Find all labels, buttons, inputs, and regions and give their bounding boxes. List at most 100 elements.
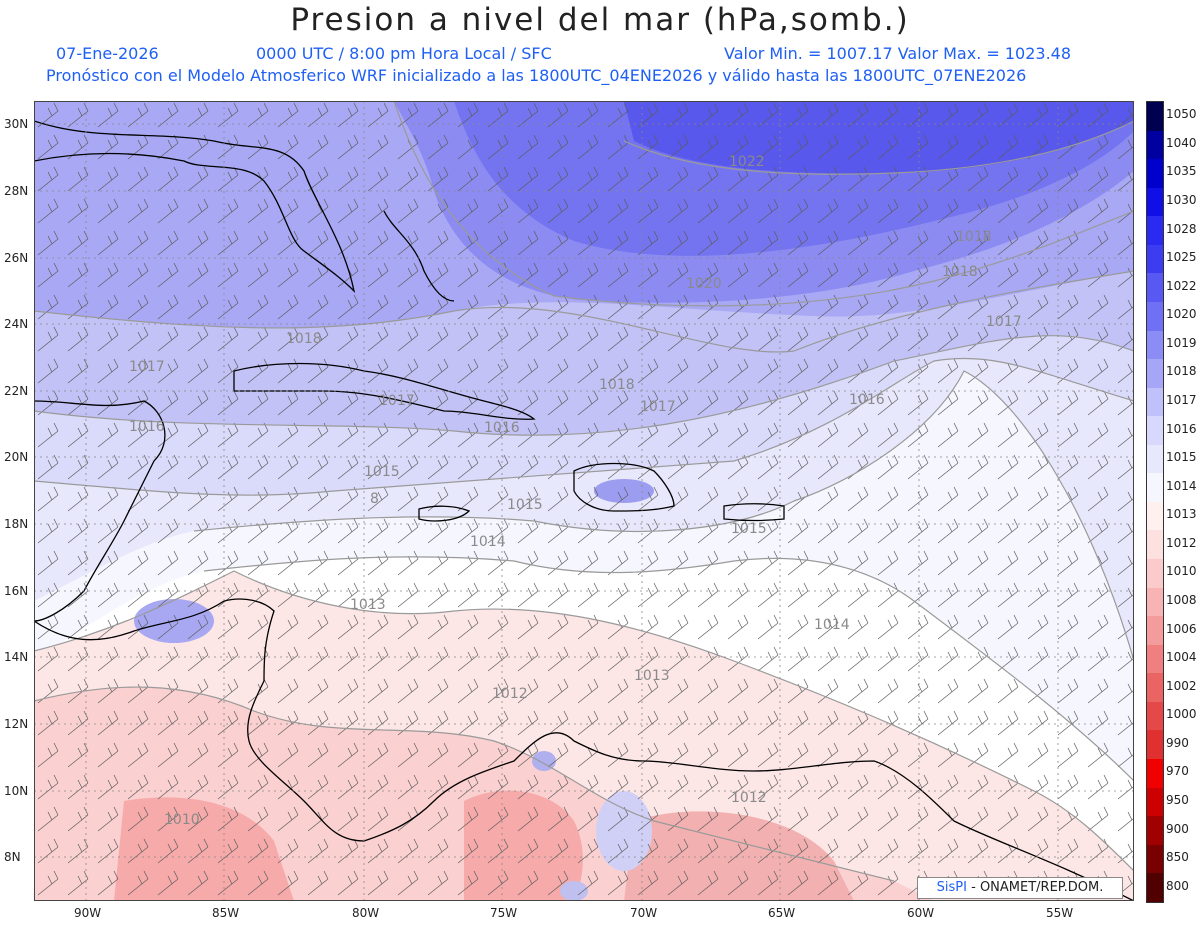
colorbar-label: 1028 — [1166, 221, 1197, 236]
colorbar-swatch — [1147, 530, 1163, 559]
colorbar-label: 800 — [1166, 878, 1189, 893]
lon-label: 70W — [630, 906, 658, 920]
puerto-rico — [723, 503, 785, 522]
contour-label: 1016 — [484, 420, 520, 436]
colorbar-label: 1006 — [1166, 621, 1197, 636]
colorbar-swatch — [1147, 216, 1163, 245]
brand-logo: SisPI — [936, 880, 967, 895]
contour-label: 1014 — [470, 534, 506, 550]
bahamas — [383, 210, 455, 302]
colorbar-swatch — [1147, 559, 1163, 588]
colorbar-swatch — [1147, 816, 1163, 845]
colorbar-label: 1014 — [1166, 478, 1197, 493]
contour-label: 1015 — [364, 464, 400, 480]
lat-label: 22N — [4, 384, 29, 398]
colorbar-swatch — [1147, 616, 1163, 645]
contour-label: 1013 — [634, 668, 670, 684]
lat-label: 30N — [4, 117, 29, 131]
colorbar-label: 1017 — [1166, 393, 1197, 407]
contour-label: 8 — [370, 491, 379, 507]
lat-label: 26N — [4, 251, 29, 265]
colorbar-label: 950 — [1166, 793, 1189, 807]
colorbar-swatch — [1147, 244, 1163, 274]
isobar-1011 — [34, 686, 895, 882]
pressure-map: 1022 1020 1018 1018 1018 1017 1017 1017 … — [34, 101, 1134, 901]
central-south-america-coast — [34, 598, 1134, 901]
colorbar-swatch — [1147, 758, 1163, 788]
colorbar-swatch — [1147, 730, 1163, 759]
colorbar-label: 1035 — [1166, 164, 1197, 179]
contour-label: 1018 — [286, 331, 322, 347]
colorbar-swatch — [1147, 644, 1163, 674]
colorbar-swatch — [1147, 701, 1163, 731]
credit-box: SisPI - ONAMET/REP.DOM. — [917, 877, 1123, 899]
contour-label: 1017 — [986, 314, 1022, 330]
lon-label: 55W — [1046, 906, 1074, 920]
contour-label: 1012 — [731, 790, 767, 806]
colorbar-swatch — [1147, 587, 1163, 617]
colorbar-swatch — [1147, 359, 1163, 388]
isobar-1014 — [193, 370, 1134, 662]
colorbar-label: 1040 — [1166, 135, 1197, 150]
colorbar-swatch — [1147, 873, 1163, 902]
florida-gulf-coast — [34, 120, 356, 293]
colorbar-label: 900 — [1166, 821, 1189, 836]
colorbar-label: 1019 — [1166, 335, 1197, 350]
colorbar-label: 1018 — [1166, 364, 1197, 379]
contour-label: 1016 — [129, 419, 165, 435]
lat-label: 12N — [4, 717, 29, 731]
isobar-1022 — [623, 120, 1134, 175]
colorbar-label: 1010 — [1166, 564, 1197, 579]
colorbar-label: 970 — [1166, 764, 1189, 779]
isobar-1017 — [34, 335, 1134, 436]
colorbar-label: 1013 — [1166, 507, 1197, 522]
pressure-colorbar — [1146, 101, 1164, 903]
isobar-1013 — [203, 556, 1134, 782]
colorbar-label: 1015 — [1166, 450, 1197, 465]
colorbar-label: 1008 — [1166, 593, 1197, 607]
colorbar-swatch — [1147, 130, 1163, 160]
contour-label: 1010 — [164, 812, 200, 828]
colorbar-swatch — [1147, 787, 1163, 817]
colorbar-swatch — [1147, 102, 1163, 131]
contour-label: 1014 — [814, 617, 850, 633]
contour-labels: 1022 1020 1018 1018 1018 1017 1017 1017 … — [129, 154, 1022, 828]
contour-label: 1015 — [507, 497, 543, 513]
contour-label: 1022 — [729, 154, 765, 170]
lat-label: 8N — [4, 850, 21, 864]
lat-label: 24N — [4, 317, 29, 331]
min-max-values: Valor Min. = 1007.17 Valor Max. = 1023.4… — [724, 44, 1072, 63]
contour-label: 1017 — [129, 359, 165, 375]
contour-label: 1015 — [731, 521, 767, 537]
forecast-date: 07-Ene-2026 — [56, 44, 159, 63]
colorbar-swatch — [1147, 187, 1163, 217]
isobars — [34, 101, 1134, 882]
lat-label: 10N — [4, 784, 29, 798]
map-title: Presion a nivel del mar (hPa,somb.) — [290, 2, 910, 38]
colorbar-swatch — [1147, 273, 1163, 302]
lat-label: 28N — [4, 184, 29, 198]
contour-label: 1018 — [942, 264, 978, 280]
contour-label: 1017 — [640, 399, 676, 415]
lat-label: 20N — [4, 450, 29, 464]
contour-label: 1018 — [599, 377, 635, 393]
isobar-1016 — [34, 357, 1134, 496]
colorbar-swatch — [1147, 330, 1163, 360]
colorbar-swatch — [1147, 444, 1163, 474]
colorbar-swatch — [1147, 501, 1163, 531]
colorbar-label: 1016 — [1166, 421, 1197, 436]
colorbar-label: 1000 — [1166, 707, 1197, 722]
colorbar-swatch — [1147, 159, 1163, 188]
lat-label: 16N — [4, 584, 29, 598]
credit-text: - ONAMET/REP.DOM. — [966, 880, 1104, 895]
colorbar-swatch — [1147, 844, 1163, 874]
jamaica — [418, 505, 471, 522]
colorbar-label: 1050 — [1166, 107, 1197, 122]
lon-label: 85W — [212, 906, 240, 920]
contour-label: 1012 — [492, 686, 528, 702]
lon-label: 90W — [74, 906, 102, 920]
colorbar-label: 1022 — [1166, 278, 1197, 293]
lat-label: 18N — [4, 517, 29, 531]
lon-label: 80W — [352, 906, 380, 920]
contour-label: 1016 — [849, 392, 885, 408]
